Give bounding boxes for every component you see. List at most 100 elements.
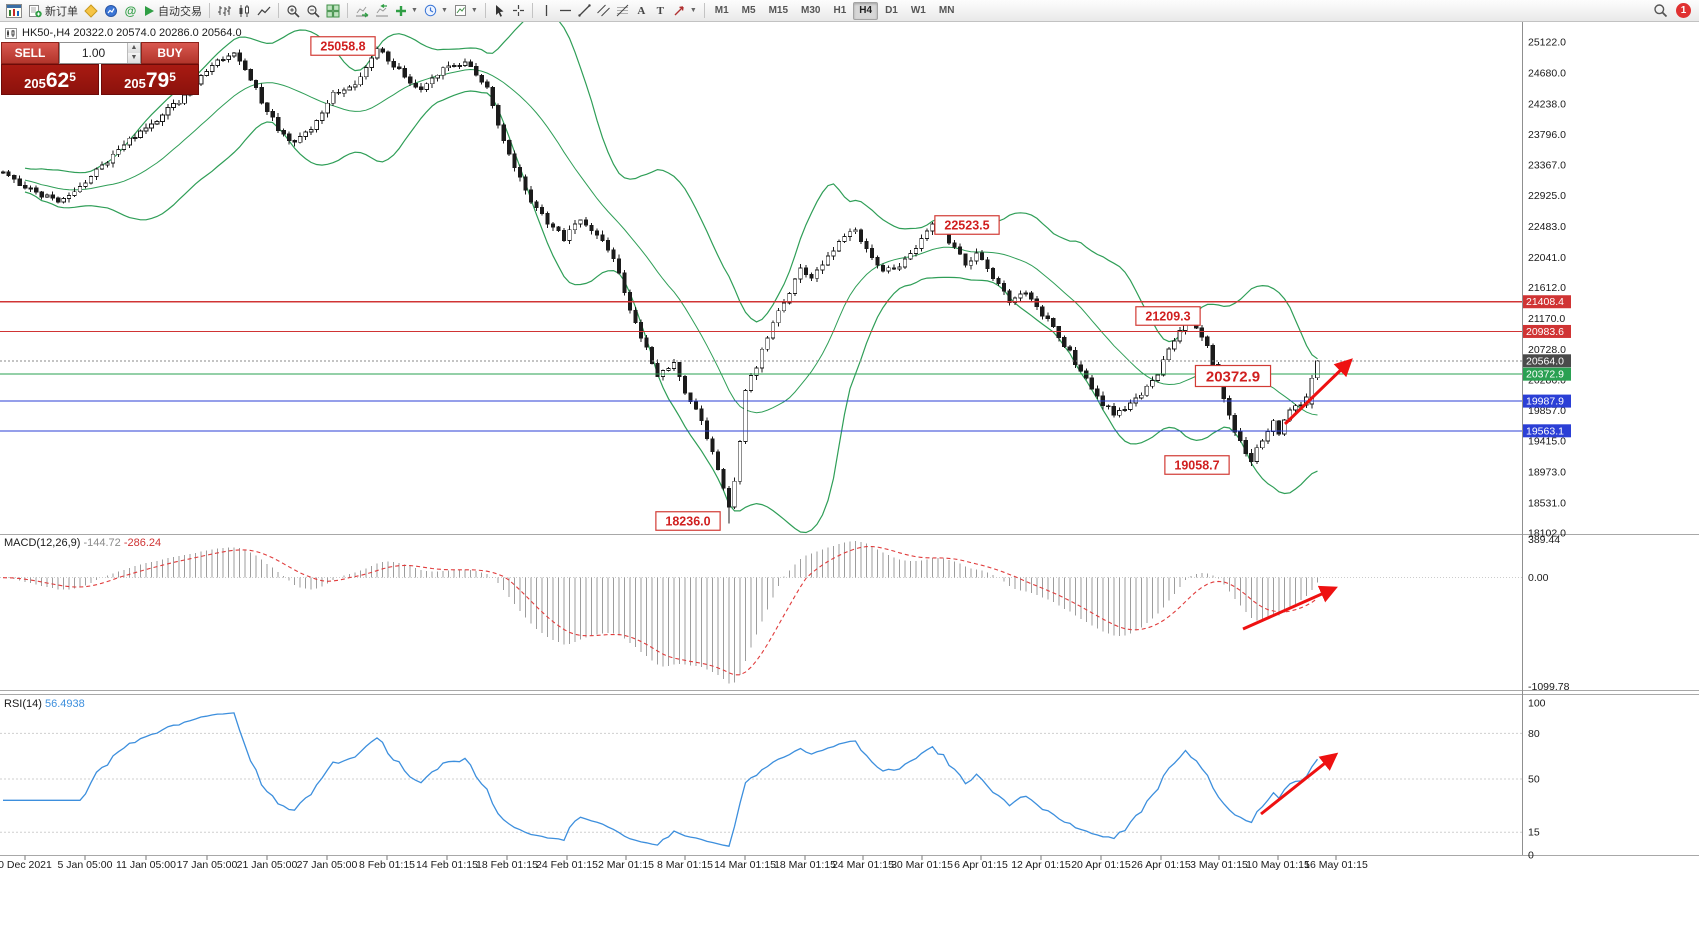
timeframe-button-m30[interactable]: M30 [801, 5, 821, 16]
label-button[interactable]: T [651, 1, 670, 20]
timeframe-button-m1[interactable]: M1 [714, 5, 729, 16]
price-callout-box[interactable] [1194, 364, 1272, 388]
indicators-icon [396, 5, 406, 16]
tile-windows-button[interactable] [323, 1, 343, 20]
chart-shift-button[interactable] [372, 1, 392, 20]
candle-body [1315, 360, 1320, 379]
bar-chart-button[interactable] [214, 1, 234, 20]
candle-body [556, 226, 561, 231]
zoom-out-button[interactable] [303, 1, 323, 20]
notification-badge[interactable]: 1 [1676, 3, 1691, 18]
time-axis-label: 16 May 01:15 [1304, 859, 1368, 871]
metaeditor-button[interactable] [81, 1, 101, 20]
price-tag-label: 20564.0 [1526, 355, 1564, 367]
zoom-in-button[interactable] [283, 1, 303, 20]
candle-body [446, 65, 451, 69]
new-chart-button[interactable] [3, 1, 25, 20]
rsi-axis-label: 15 [1528, 827, 1540, 839]
community-button[interactable]: @ [121, 1, 140, 20]
crosshair-button[interactable] [509, 1, 528, 20]
shapes-button[interactable]: ▼ [670, 1, 700, 20]
templates-button[interactable]: ▼ [451, 1, 481, 20]
candle-body [369, 57, 374, 68]
toolbar-separator [703, 3, 705, 18]
price-callout-text: 20372.9 [1206, 368, 1260, 385]
timeframe-button-h4[interactable]: H4 [853, 1, 879, 20]
timeframe-button-d1[interactable]: D1 [885, 5, 898, 16]
toolbar-separator [278, 3, 279, 18]
vertical-line-button[interactable] [537, 1, 556, 20]
price-callout-box[interactable] [655, 511, 721, 531]
cursor-button[interactable] [490, 1, 509, 20]
price-axis-label: 18973.0 [1528, 467, 1566, 479]
price-callouts[interactable]: 25058.8 22523.5 21209.3 20372.9 19058.7 18236… [310, 36, 1272, 531]
buy-button[interactable]: BUY [141, 42, 199, 64]
volume-field: ▲ ▼ [59, 42, 141, 64]
sell-button[interactable]: SELL [1, 42, 59, 64]
indicators-button[interactable]: ▼ [392, 1, 421, 20]
trend-arrow-price[interactable] [1283, 358, 1353, 426]
search-button[interactable] [1650, 1, 1671, 20]
chart-canvas[interactable]: 25122.0 24680.0 24238.0 23796.0 23367.0 22925… [0, 22, 1699, 948]
time-axis-label: 10 May 01:15 [1246, 859, 1310, 871]
auto-scroll-button[interactable] [352, 1, 372, 20]
autotrading-button[interactable]: 自动交易 [140, 1, 205, 20]
line-chart-button[interactable] [254, 1, 274, 20]
candle-body [655, 363, 660, 377]
fibonacci-button[interactable] [613, 1, 632, 20]
candle-body [897, 266, 902, 270]
price-callout-box[interactable] [1164, 455, 1230, 475]
buy-price[interactable]: 205 79 5 [101, 64, 199, 95]
sell-price[interactable]: 205 62 5 [1, 64, 99, 95]
price-axis-label: 18531.0 [1528, 497, 1566, 509]
candle-body [270, 110, 275, 118]
candle-body [853, 229, 858, 233]
market-watch-button[interactable] [101, 1, 121, 20]
trendline-button[interactable] [575, 1, 594, 20]
volume-increase-button[interactable]: ▲ [128, 43, 140, 53]
candle-body [616, 258, 622, 274]
text-button[interactable]: A [632, 1, 651, 20]
new-order-icon [29, 4, 42, 17]
time-axis-label: 18 Feb 01:15 [476, 859, 538, 871]
new-chart-icon [6, 3, 22, 18]
candle-body [303, 131, 308, 137]
candle-body [1271, 420, 1276, 433]
timeframe-button-m5[interactable]: M5 [741, 5, 756, 16]
price-axis-label: 20728.0 [1528, 344, 1566, 356]
time-axis-label: 12 Apr 01:15 [1011, 859, 1071, 871]
periods-button[interactable]: ▼ [421, 1, 451, 20]
timeframe-button-m15[interactable]: M15 [768, 5, 789, 16]
candle-body [644, 337, 649, 348]
price-callout-box[interactable] [1135, 306, 1201, 326]
price-callout-box[interactable] [934, 215, 1000, 235]
candlestick-chart-button[interactable] [234, 1, 254, 20]
trend-arrow-macd[interactable] [1242, 585, 1338, 631]
price-callout-box[interactable] [310, 36, 376, 56]
volume-decrease-button[interactable]: ▼ [128, 53, 140, 63]
candle-body [292, 140, 297, 143]
horizontal-line-button[interactable] [556, 1, 575, 20]
candle-body [435, 74, 440, 79]
price-axis-label: 24680.0 [1528, 67, 1566, 79]
trend-arrow-rsi[interactable] [1260, 752, 1339, 816]
time-axis-label: 6 Apr 01:15 [954, 859, 1008, 871]
timeframe-button-h1[interactable]: H1 [833, 5, 847, 16]
candle-body [1106, 405, 1111, 408]
timeframe-button-mn[interactable]: MN [938, 5, 955, 16]
timeframe-button-w1[interactable]: W1 [910, 5, 926, 16]
candlestick-chart-icon [239, 4, 249, 17]
play-icon [145, 5, 154, 16]
candle-body [990, 268, 996, 280]
panel-separators[interactable] [0, 22, 1699, 856]
trend-arrows[interactable] [1242, 358, 1353, 816]
bollinger-upper-band [24, 22, 1318, 360]
candle-body [121, 144, 127, 151]
toolbar-separator [347, 3, 348, 18]
volume-input[interactable] [60, 43, 127, 63]
new-order-button[interactable]: 新订单 [25, 1, 81, 20]
candle-body [143, 127, 149, 132]
candle-body [891, 267, 897, 270]
chevron-down-icon: ▼ [689, 7, 697, 14]
channel-button[interactable] [594, 1, 613, 20]
